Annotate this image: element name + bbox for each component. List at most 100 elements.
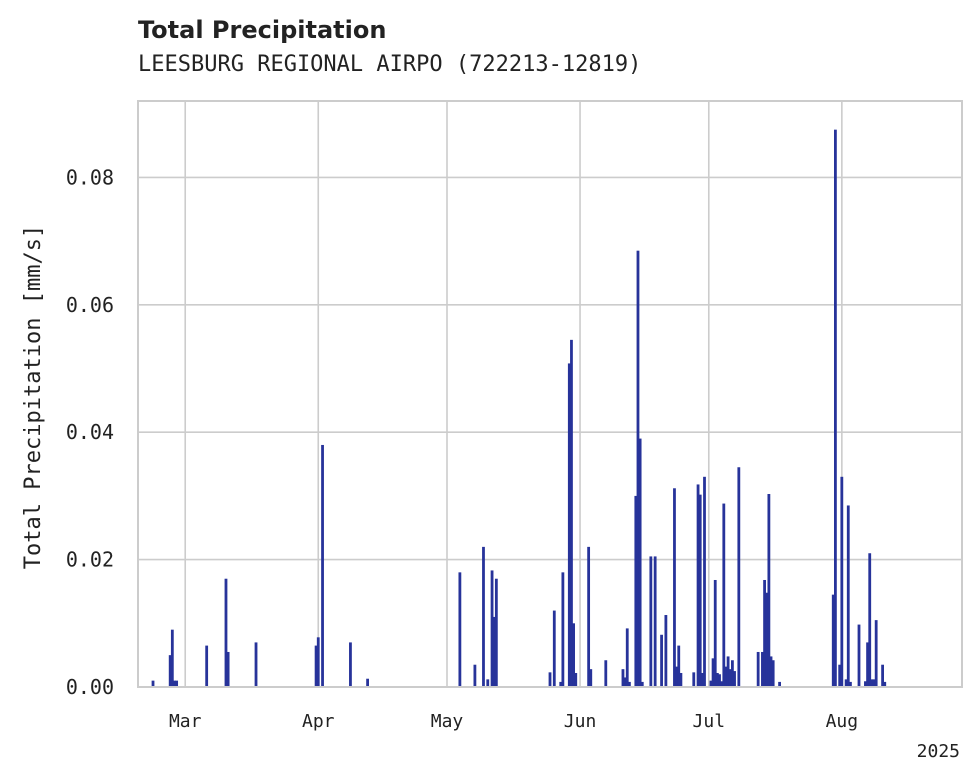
precipitation-bar	[677, 645, 681, 687]
precipitation-bar	[769, 656, 773, 687]
y-tick-label: 0.08	[66, 165, 114, 189]
precipitation-bar	[696, 484, 700, 687]
precipitation-bar	[778, 681, 781, 687]
precipitation-bar	[718, 674, 721, 687]
precipitation-bar	[761, 651, 764, 687]
y-tick-label: 0.04	[66, 420, 114, 444]
precipitation-bar	[621, 669, 625, 687]
precipitation-bar	[349, 642, 352, 687]
precipitation-bar	[838, 664, 842, 687]
precipitation-bar	[314, 645, 318, 687]
precipitation-bar	[205, 645, 209, 687]
precipitation-bar	[883, 681, 887, 687]
precipitation-bar	[733, 671, 736, 687]
precipitation-bar	[561, 572, 565, 687]
precipitation-bar	[567, 363, 571, 687]
precipitation-bar	[572, 623, 575, 687]
precipitation-bar	[771, 660, 775, 687]
precipitation-bar	[737, 467, 741, 687]
precipitation-bar	[638, 438, 642, 687]
precipitation-bar	[224, 578, 228, 687]
precipitation-bar	[870, 679, 874, 687]
x-axis-ticks: Mar Apr May Jun Jul Aug	[169, 711, 858, 732]
precipitation-bar	[623, 677, 627, 687]
precipitation-bar	[726, 656, 730, 687]
x-tick-label: Mar	[169, 711, 202, 732]
precipitation-bar	[866, 642, 869, 687]
precipitation-bar	[570, 339, 573, 687]
precipitation-bar	[321, 444, 324, 687]
precipitation-bar	[640, 681, 644, 687]
precipitation-bar	[728, 669, 732, 687]
precipitation-bar	[722, 503, 726, 687]
precipitation-bar	[831, 594, 835, 687]
precipitation-bar	[703, 476, 706, 687]
x-axis-year-label: 2025	[917, 741, 960, 762]
precipitation-bar	[494, 578, 498, 687]
precipitation-bar	[692, 672, 696, 687]
precipitation-bar	[634, 495, 638, 687]
x-tick-label: Jul	[693, 711, 726, 732]
y-tick-label: 0.02	[66, 548, 114, 572]
precipitation-bar	[872, 679, 876, 687]
precipitation-bar	[767, 494, 771, 687]
precipitation-bar	[168, 655, 172, 687]
precipitation-bar	[490, 570, 494, 687]
precipitation-bar	[874, 620, 878, 687]
precipitation-bar	[492, 616, 496, 687]
precipitation-bar	[625, 628, 629, 687]
y-tick-label: 0.06	[66, 293, 114, 317]
precipitation-bar	[756, 651, 760, 687]
precipitation-bar	[673, 488, 676, 687]
precipitation-bar	[173, 680, 176, 687]
precipitation-bar	[720, 681, 724, 687]
precipitation-bar	[664, 615, 668, 687]
precipitation-bar	[170, 629, 174, 687]
chart-subtitle: LEESBURG REGIONAL AIRPO (722213-12819)	[138, 52, 642, 77]
precipitation-bar	[587, 546, 591, 687]
precipitation-bar	[175, 680, 179, 687]
x-tick-label: Aug	[826, 711, 859, 732]
y-tick-label: 0.00	[66, 675, 114, 699]
precipitation-bar	[604, 660, 608, 687]
bar-series	[151, 129, 887, 687]
precipitation-bar	[857, 624, 861, 687]
precipitation-bar	[763, 579, 766, 687]
x-tick-label: May	[431, 711, 464, 732]
precipitation-bar	[844, 679, 848, 687]
precipitation-bar	[868, 553, 872, 687]
precipitation-bar	[724, 666, 728, 687]
chart-title: Total Precipitation	[138, 16, 387, 44]
precipitation-bar	[636, 250, 640, 687]
precipitation-bar	[486, 679, 490, 687]
precipitation-bar	[881, 664, 884, 687]
precipitation-bar	[559, 681, 563, 687]
plot-frame	[137, 100, 963, 688]
precipitation-bar	[482, 546, 485, 687]
x-tick-label: Apr	[302, 711, 335, 732]
precipitation-bar	[366, 678, 369, 687]
precipitation-bar	[473, 664, 477, 687]
precipitation-bar	[713, 579, 717, 687]
y-axis-label: Total Precipitation [mm/s]	[21, 225, 46, 569]
precipitation-bar	[834, 129, 837, 687]
precipitation-bar	[840, 476, 844, 687]
grid-lines	[138, 101, 962, 687]
precipitation-bar	[458, 572, 462, 687]
precipitation-bar	[151, 680, 155, 687]
precipitation-bar	[316, 637, 320, 687]
y-axis-ticks: 0.00 0.02 0.04 0.06 0.08	[66, 165, 114, 699]
precipitation-bar	[846, 505, 850, 687]
precipitation-bar	[709, 680, 713, 687]
precipitation-bar	[849, 681, 852, 687]
precipitation-bar	[700, 672, 704, 687]
precipitation-bar	[679, 672, 683, 687]
precipitation-bar	[548, 672, 552, 687]
precipitation-bar	[226, 651, 230, 687]
precipitation-bar	[711, 658, 715, 687]
x-tick-label: Jun	[564, 711, 597, 732]
precipitation-bar	[660, 634, 663, 687]
precipitation-bar	[574, 672, 578, 687]
precipitation-bar	[715, 672, 719, 687]
